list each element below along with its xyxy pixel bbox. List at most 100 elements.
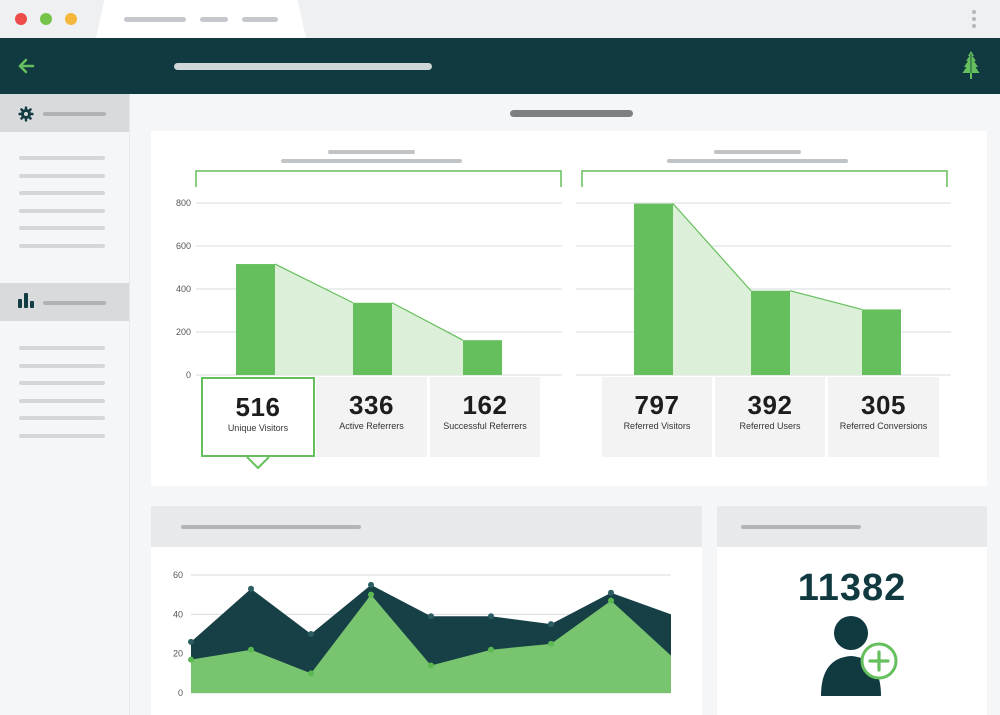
gear-icon: [18, 106, 34, 122]
bar: [463, 340, 502, 375]
sidebar-item[interactable]: [19, 209, 105, 213]
data-point: [428, 662, 434, 669]
arrow-left-icon[interactable]: [16, 56, 36, 76]
stat-tile-successful-referrers[interactable]: 162 Successful Referrers: [430, 377, 540, 457]
y-tick-label: 400: [176, 284, 191, 294]
stat-value: 392: [747, 390, 793, 420]
tab-title-placeholder: [200, 17, 228, 22]
kpi-value: 11382: [797, 567, 907, 609]
bar: [751, 290, 790, 375]
funnel-left-title-placeholder: [328, 150, 415, 154]
stat-tile-referred-users[interactable]: 392 Referred Users: [715, 377, 825, 457]
area-series: [188, 581, 671, 693]
stat-value: 162: [462, 390, 508, 420]
data-point: [548, 621, 554, 628]
close-window-button[interactable]: [15, 13, 27, 25]
bar-chart-icon: [18, 293, 34, 308]
stat-value: 797: [634, 390, 680, 420]
y-tick-label: 40: [173, 609, 183, 619]
data-point: [188, 638, 194, 645]
y-tick-label: 20: [173, 649, 183, 659]
kpi-card-header: [717, 506, 987, 547]
data-point: [608, 589, 614, 596]
stat-label: Successful Referrers: [443, 421, 527, 431]
header-title-placeholder: [174, 63, 432, 70]
trend-fill: [673, 203, 751, 375]
area-y-ticks: 0 20 40 60: [173, 570, 183, 698]
stat-tile-active-referrers[interactable]: 336 Active Referrers: [316, 377, 427, 457]
funnel-trend-fills: [274, 203, 863, 375]
funnel-y-ticks: 0 200 400 600 800: [176, 198, 191, 380]
data-point: [188, 656, 194, 663]
sidebar-item[interactable]: [19, 156, 105, 160]
add-user-icon: [821, 616, 898, 696]
tab-title-placeholder: [124, 17, 186, 22]
green-area-series: [191, 594, 671, 693]
y-tick-label: 600: [176, 241, 191, 251]
kpi-card-title-placeholder: [741, 525, 861, 529]
maximize-window-button[interactable]: [40, 13, 52, 25]
sidebar-item[interactable]: [19, 399, 105, 403]
browser-menu-icon[interactable]: [971, 10, 977, 30]
stat-value: 516: [235, 392, 281, 422]
bar: [236, 264, 275, 375]
data-point: [248, 585, 254, 592]
stat-label: Unique Visitors: [227, 423, 289, 433]
minimize-window-button[interactable]: [65, 13, 77, 25]
trend-fill: [392, 302, 463, 375]
browser-tab[interactable]: [96, 0, 306, 38]
sidebar-item[interactable]: [19, 191, 105, 195]
sidebar-item[interactable]: [19, 416, 105, 420]
trend-line: [391, 302, 464, 341]
y-tick-label: 60: [173, 570, 183, 580]
stat-tile-unique-visitors[interactable]: 516 Unique Visitors: [201, 377, 315, 457]
funnel-right-title-placeholder: [714, 150, 801, 154]
trend-fill: [790, 290, 862, 375]
sidebar-item[interactable]: [19, 244, 105, 248]
sidebar-item[interactable]: [19, 346, 105, 350]
stat-tile-referred-conversions[interactable]: 305 Referred Conversions: [828, 377, 939, 457]
y-tick-label: 800: [176, 198, 191, 208]
page-title-placeholder: [510, 110, 633, 117]
y-tick-label: 0: [178, 688, 183, 698]
sidebar-item[interactable]: [19, 364, 105, 368]
browser-chrome: [0, 0, 1000, 38]
stat-label: Referred Conversions: [839, 421, 928, 431]
pine-tree-icon: [962, 51, 980, 79]
stat-label: Active Referrers: [339, 421, 404, 431]
sidebar-item[interactable]: [19, 434, 105, 438]
trend-line: [274, 263, 354, 304]
trend-card-title-placeholder: [181, 525, 361, 529]
bar: [353, 302, 392, 375]
sidebar: [0, 94, 130, 715]
stat-tile-referred-visitors[interactable]: 797 Referred Visitors: [602, 377, 712, 457]
sidebar-item[interactable]: [19, 226, 105, 230]
funnel-bars: [236, 203, 901, 375]
sidebar-item[interactable]: [19, 174, 105, 178]
y-tick-label: 200: [176, 327, 191, 337]
trend-line: [789, 290, 863, 311]
data-point: [308, 670, 314, 677]
y-tick-label: 0: [186, 370, 191, 380]
stat-value: 336: [349, 390, 394, 420]
stat-label: Referred Users: [739, 421, 801, 431]
trend-fill: [275, 264, 353, 375]
stat-label: Referred Visitors: [623, 421, 691, 431]
selected-tile-caret: [246, 457, 270, 469]
trend-line: [672, 203, 752, 292]
data-point: [548, 640, 554, 647]
bar: [634, 203, 673, 375]
data-point: [488, 613, 494, 620]
data-point: [488, 646, 494, 653]
sidebar-item[interactable]: [19, 381, 105, 385]
data-point: [368, 591, 374, 598]
data-point: [428, 613, 434, 620]
trend-card-header: [151, 506, 702, 547]
data-point: [308, 631, 314, 637]
stat-value: 305: [861, 390, 906, 420]
funnel-brackets: [195, 170, 948, 187]
funnel-left-subtitle-placeholder: [281, 159, 462, 163]
data-point: [248, 646, 254, 653]
